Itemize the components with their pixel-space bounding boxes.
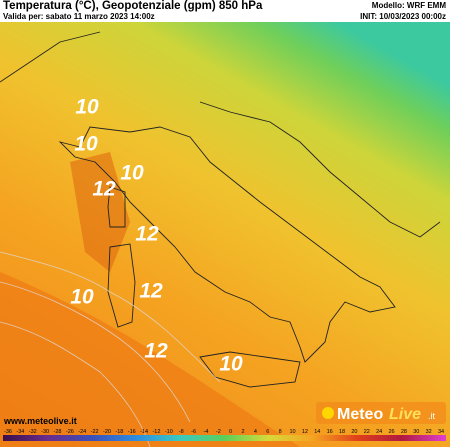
colorbar-tick: 30 <box>413 429 419 435</box>
colorbar <box>3 435 446 441</box>
colorbar-tick: -10 <box>165 429 173 435</box>
colorbar-tick: 24 <box>376 429 382 435</box>
colorbar-tick: -30 <box>41 429 49 435</box>
colorbar-tick: -14 <box>140 429 148 435</box>
colorbar-tick: 26 <box>388 429 394 435</box>
subtitle: Valida per: sabato 11 marzo 2023 14:00z <box>3 12 155 21</box>
warm-area <box>0 272 300 447</box>
website: www.meteolive.it <box>3 416 77 426</box>
colorbar-tick: -6 <box>191 429 196 435</box>
init: INIT: 10/03/2023 00:00z <box>360 12 446 21</box>
temperature-label: 12 <box>92 178 116 201</box>
coastlines <box>0 31 441 388</box>
colorbar-tick: 2 <box>242 429 245 435</box>
colorbar-tick: -36 <box>4 429 12 435</box>
temperature-label: 10 <box>120 162 144 185</box>
logo-it: .it <box>428 411 436 421</box>
colorbar-tick: -4 <box>203 429 208 435</box>
colorbar-tick: -32 <box>29 429 37 435</box>
logo-live: Live <box>389 406 421 423</box>
colorbar-tick: 28 <box>401 429 407 435</box>
logo-meteo: Meteo <box>337 406 383 423</box>
colorbar-tick: -22 <box>91 429 99 435</box>
colorbar-tick: -20 <box>103 429 111 435</box>
colorbar-tick: -26 <box>66 429 74 435</box>
temperature-label: 12 <box>135 223 159 246</box>
colorbar-tick: -18 <box>115 429 123 435</box>
colorbar-tick: 18 <box>339 429 345 435</box>
colorbar-tick: 14 <box>314 429 320 435</box>
temperature-label: 10 <box>219 353 243 376</box>
model: Modello: WRF EMM <box>371 1 446 10</box>
colorbar-tick: 10 <box>289 429 295 435</box>
temperature-label: 10 <box>75 96 99 119</box>
colorbar-tick: 8 <box>279 429 282 435</box>
colorbar-tick: -8 <box>179 429 184 435</box>
colorbar-tick: -16 <box>128 429 136 435</box>
temperature-label: 12 <box>144 340 168 363</box>
colorbar-tick: 34 <box>438 429 444 435</box>
colorbar-tick: -2 <box>216 429 221 435</box>
temperature-label: 10 <box>70 286 94 309</box>
isohypses <box>0 251 221 447</box>
colorbar-tick: -24 <box>78 429 86 435</box>
colorbar-tick: 32 <box>426 429 432 435</box>
colorbar-tick: 20 <box>351 429 357 435</box>
colorbar-tick: 22 <box>364 429 370 435</box>
colorbar-tick: 12 <box>302 429 308 435</box>
colorbar-tick: 0 <box>229 429 232 435</box>
title: Temperatura (°C), Geopotenziale (gpm) 85… <box>3 0 263 12</box>
colorbar-tick: 6 <box>266 429 269 435</box>
colorbar-tick: -12 <box>152 429 160 435</box>
colorbar-tick: 4 <box>254 429 257 435</box>
logo: Meteo Live .it <box>316 402 446 424</box>
colorbar-tick: 16 <box>327 429 333 435</box>
temperature-label: 10 <box>74 133 98 156</box>
colorbar-tick: -34 <box>16 429 24 435</box>
colorbar-tick: -28 <box>54 429 62 435</box>
temperature-label: 12 <box>139 280 163 303</box>
